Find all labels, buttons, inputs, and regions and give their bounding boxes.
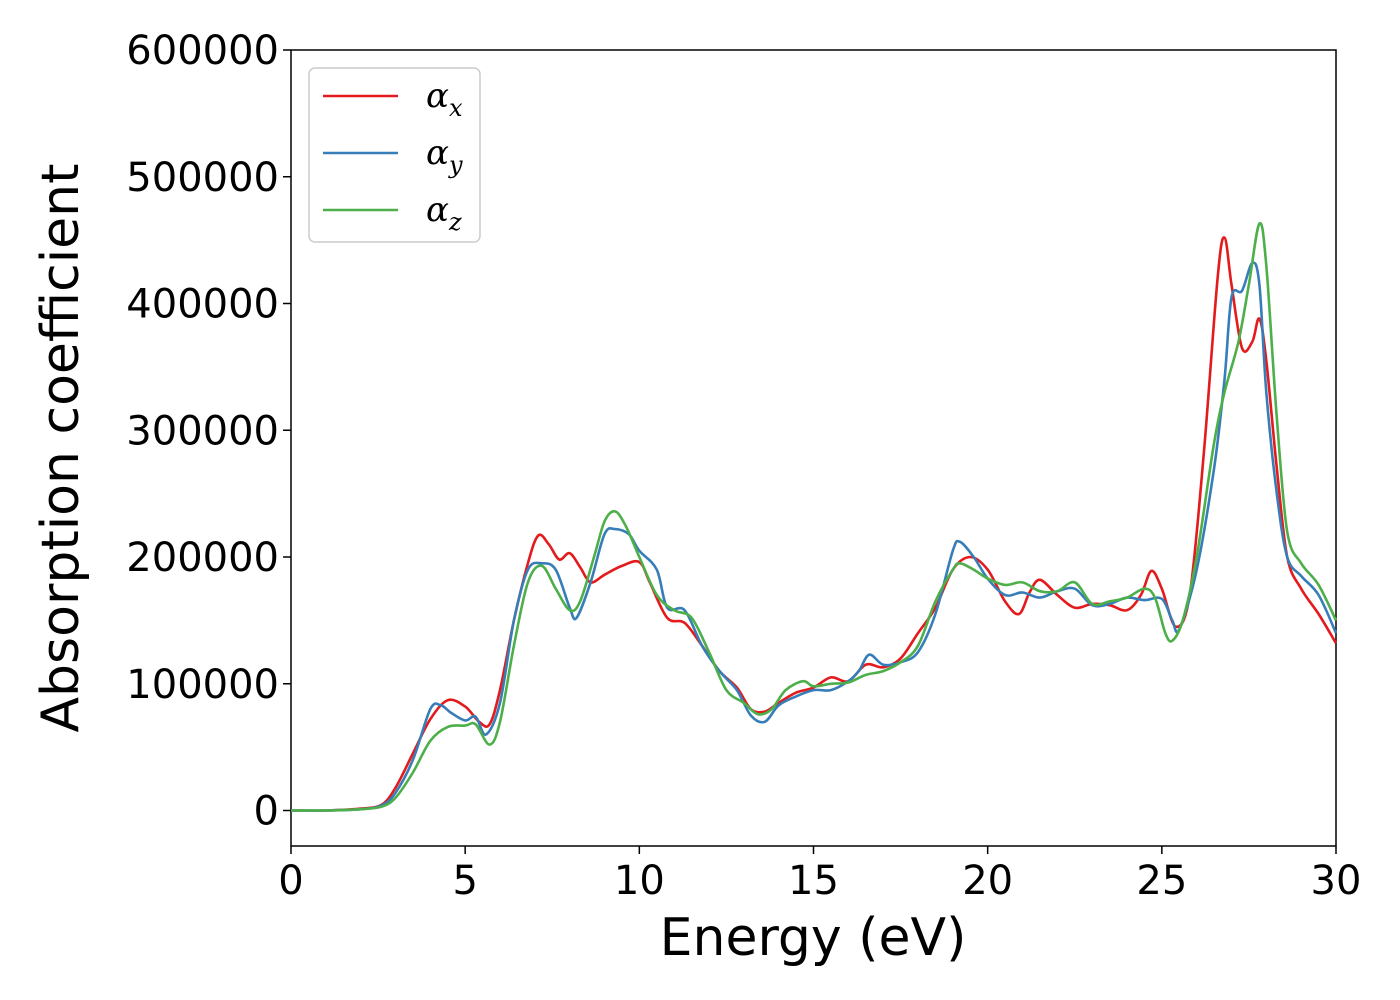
legend-label-z: αz (426, 190, 462, 236)
x-axis-title: Energy (eV) (660, 908, 967, 968)
legend-label-x: αx (426, 76, 463, 122)
y-tick-label: 500000 (126, 155, 279, 201)
legend-label-y: αy (426, 133, 463, 179)
x-tick-label: 20 (962, 858, 1013, 904)
y-tick-label: 600000 (126, 28, 279, 74)
series-line-z (290, 221, 1338, 812)
legend-box (308, 67, 481, 243)
y-axis-title: Absorption coefficient (31, 163, 91, 732)
x-tick-label: 30 (1311, 858, 1362, 904)
y-tick-label: 100000 (126, 662, 279, 708)
x-tick-label: 0 (278, 858, 303, 904)
legend: αx αy αz (308, 67, 481, 243)
series-layer (290, 221, 1338, 812)
x-axis: 0 5 10 15 20 25 30 (278, 846, 1361, 904)
y-tick-label: 300000 (126, 408, 279, 454)
series-line-y (290, 261, 1338, 812)
y-tick-label: 0 (254, 789, 279, 835)
x-tick-label: 15 (788, 858, 839, 904)
x-tick-label: 10 (614, 858, 665, 904)
y-axis: 0 100000 200000 300000 400000 500000 600000 (126, 28, 291, 835)
y-tick-label: 400000 (126, 282, 279, 328)
legend-entries: αx αy αz (323, 76, 463, 236)
x-tick-label: 25 (1136, 858, 1187, 904)
x-tick-label: 5 (452, 858, 477, 904)
y-tick-label: 200000 (126, 535, 279, 581)
